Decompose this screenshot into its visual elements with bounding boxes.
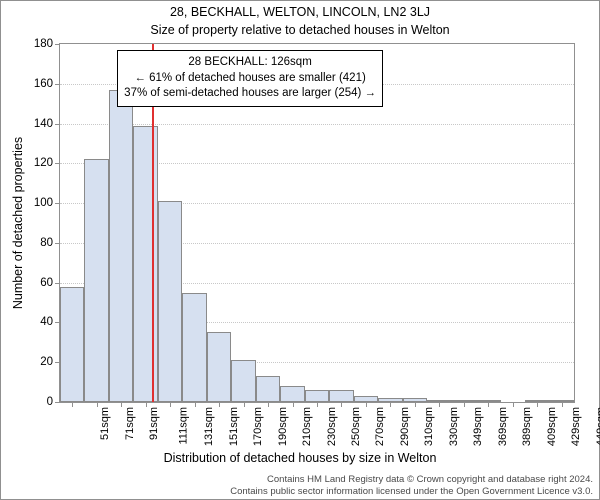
ytick-label: 20 bbox=[13, 356, 53, 368]
ytick-label: 160 bbox=[13, 78, 53, 90]
xtick-label: 51sqm bbox=[99, 407, 111, 440]
xtick-mark bbox=[366, 402, 367, 407]
ytick-label: 80 bbox=[13, 237, 53, 249]
bar bbox=[329, 390, 353, 402]
xtick-mark bbox=[219, 402, 220, 407]
xtick-label: 349sqm bbox=[473, 407, 485, 446]
xtick-label: 270sqm bbox=[375, 407, 387, 446]
xtick-label: 210sqm bbox=[301, 407, 313, 446]
annotation-line3: 37% of semi-detached houses are larger (… bbox=[124, 86, 376, 102]
xtick-label: 369sqm bbox=[497, 407, 509, 446]
ytick-label: 120 bbox=[13, 157, 53, 169]
annotation-line2: ← 61% of detached houses are smaller (42… bbox=[124, 71, 376, 87]
bar bbox=[109, 90, 133, 402]
bar bbox=[231, 360, 255, 402]
xtick-label: 250sqm bbox=[350, 407, 362, 446]
xtick-label: 131sqm bbox=[203, 407, 215, 446]
xtick-mark bbox=[293, 402, 294, 407]
bar bbox=[158, 201, 182, 402]
ytick-label: 180 bbox=[13, 38, 53, 50]
bar bbox=[133, 126, 157, 402]
ytick-mark bbox=[55, 44, 60, 45]
xtick-mark bbox=[170, 402, 171, 407]
footer-line1: Contains HM Land Registry data © Crown c… bbox=[1, 474, 593, 485]
bar bbox=[305, 390, 329, 402]
xtick-mark bbox=[195, 402, 196, 407]
ytick-mark bbox=[55, 124, 60, 125]
xtick-mark bbox=[562, 402, 563, 407]
xtick-label: 389sqm bbox=[521, 407, 533, 446]
ytick-mark bbox=[55, 243, 60, 244]
gridline bbox=[60, 124, 574, 125]
annotation-box: 28 BECKHALL: 126sqm← 61% of detached hou… bbox=[117, 50, 383, 107]
xtick-mark bbox=[146, 402, 147, 407]
ytick-mark bbox=[55, 203, 60, 204]
ytick-label: 140 bbox=[13, 118, 53, 130]
xtick-mark bbox=[513, 402, 514, 407]
chart-title-address: 28, BECKHALL, WELTON, LINCOLN, LN2 3LJ bbox=[1, 5, 599, 19]
xtick-label: 409sqm bbox=[546, 407, 558, 446]
xtick-label: 330sqm bbox=[448, 407, 460, 446]
bar bbox=[207, 332, 231, 402]
xtick-mark bbox=[390, 402, 391, 407]
xtick-label: 449sqm bbox=[595, 407, 600, 446]
xtick-label: 310sqm bbox=[424, 407, 436, 446]
xtick-mark bbox=[464, 402, 465, 407]
xtick-mark bbox=[268, 402, 269, 407]
bar bbox=[84, 159, 108, 402]
xtick-label: 91sqm bbox=[148, 407, 160, 440]
ytick-label: 60 bbox=[13, 277, 53, 289]
xtick-label: 151sqm bbox=[228, 407, 240, 446]
ytick-label: 40 bbox=[13, 316, 53, 328]
footer-line2: Contains public sector information licen… bbox=[1, 486, 593, 497]
xtick-mark bbox=[72, 402, 73, 407]
bar bbox=[60, 287, 84, 402]
bar bbox=[256, 376, 280, 402]
ytick-label: 0 bbox=[13, 396, 53, 408]
xtick-mark bbox=[244, 402, 245, 407]
xtick-label: 170sqm bbox=[252, 407, 264, 446]
ytick-mark bbox=[55, 283, 60, 284]
ytick-label: 100 bbox=[13, 197, 53, 209]
chart-title-desc: Size of property relative to detached ho… bbox=[1, 23, 599, 37]
xtick-label: 190sqm bbox=[277, 407, 289, 446]
xtick-mark bbox=[537, 402, 538, 407]
chart-frame: 28, BECKHALL, WELTON, LINCOLN, LN2 3LJ S… bbox=[0, 0, 600, 500]
ytick-mark bbox=[55, 163, 60, 164]
xtick-label: 429sqm bbox=[570, 407, 582, 446]
ytick-mark bbox=[55, 84, 60, 85]
ytick-mark bbox=[55, 402, 60, 403]
xtick-mark bbox=[341, 402, 342, 407]
xtick-mark bbox=[488, 402, 489, 407]
xtick-label: 290sqm bbox=[399, 407, 411, 446]
xtick-mark bbox=[415, 402, 416, 407]
x-axis-label: Distribution of detached houses by size … bbox=[1, 451, 599, 465]
xtick-label: 230sqm bbox=[326, 407, 338, 446]
footer-attribution: Contains HM Land Registry data © Crown c… bbox=[1, 474, 593, 497]
bar bbox=[280, 386, 304, 402]
xtick-mark bbox=[317, 402, 318, 407]
bar bbox=[182, 293, 206, 402]
xtick-label: 71sqm bbox=[124, 407, 136, 440]
xtick-label: 111sqm bbox=[177, 407, 189, 445]
xtick-mark bbox=[97, 402, 98, 407]
annotation-line1: 28 BECKHALL: 126sqm bbox=[124, 55, 376, 71]
plot-area: 28 BECKHALL: 126sqm← 61% of detached hou… bbox=[59, 43, 575, 403]
xtick-mark bbox=[439, 402, 440, 407]
xtick-mark bbox=[121, 402, 122, 407]
